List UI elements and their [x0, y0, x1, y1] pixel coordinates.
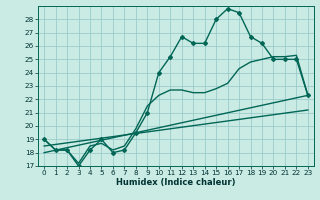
X-axis label: Humidex (Indice chaleur): Humidex (Indice chaleur) [116, 178, 236, 187]
